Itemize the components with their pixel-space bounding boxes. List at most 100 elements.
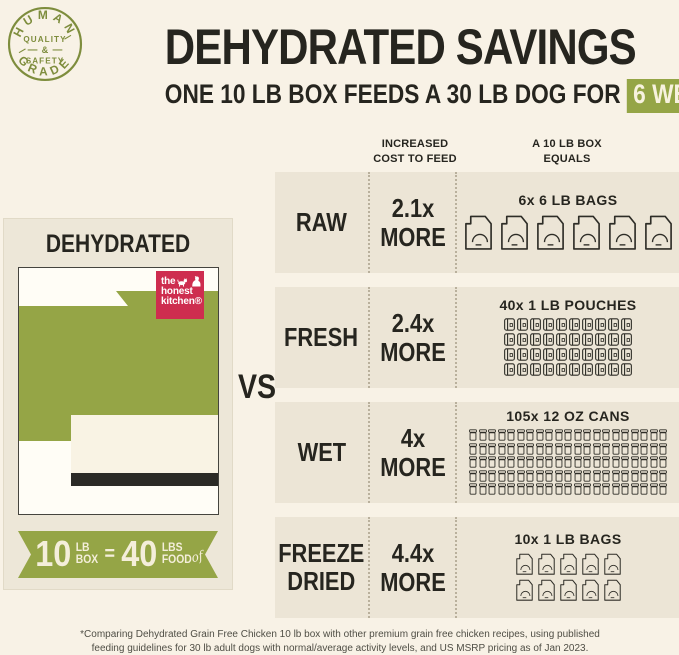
can-icon: [611, 443, 620, 455]
icon-row: [469, 429, 667, 441]
can-icon: [621, 456, 629, 468]
cost-multiplier: 4.4x MORE: [368, 517, 457, 618]
pouch-icon: [517, 363, 528, 376]
pouch-icon: [595, 318, 606, 331]
food-type-label: FREEZE DRIED: [278, 538, 365, 596]
column-header-equals-line2: EQUALS: [543, 152, 591, 165]
can-icon: [659, 483, 667, 495]
dehydrated-panel: DEHYDRATED the: [3, 218, 233, 590]
can-icon: [497, 483, 506, 495]
dehydrated-box-illustration: the: [18, 267, 219, 515]
can-icon: [545, 456, 553, 468]
vs-label: VS: [237, 368, 277, 406]
can-icon: [545, 470, 553, 482]
can-icon: [516, 443, 525, 455]
pouch-icon: [517, 318, 528, 331]
can-icon: [535, 470, 544, 482]
can-icon: [621, 483, 629, 495]
subtitle-text: ONE 10 LB BOX FEEDS A 30 LB DOG FOR: [164, 79, 621, 109]
food-type-label: RAW: [296, 206, 347, 237]
pouch-icon: [582, 348, 593, 361]
pouch-icon: [530, 363, 541, 376]
can-icon: [611, 429, 620, 441]
equivalent-cell: 10x 1 LB BAGS: [457, 517, 679, 618]
can-icon: [507, 470, 515, 482]
can-icon: [488, 429, 496, 441]
ribbon-lbs: LBS: [161, 542, 183, 555]
can-icon: [602, 470, 610, 482]
can-icon: [659, 443, 667, 455]
can-icon: [497, 470, 506, 482]
kibble-bag-icon: [515, 579, 533, 601]
can-icon: [507, 443, 515, 455]
footnote: *Comparing Dehydrated Grain Free Chicken…: [70, 628, 610, 655]
equivalent-label: 40x 1 LB POUCHES: [499, 297, 637, 313]
can-icon: [573, 483, 582, 495]
can-icon: [516, 483, 525, 495]
can-icon: [659, 470, 667, 482]
icon-row: [504, 333, 632, 346]
icon-row: [469, 456, 667, 468]
can-icon: [583, 456, 591, 468]
page-title: DEHYDRATED SAVINGS: [164, 19, 637, 75]
can-icon: [478, 456, 487, 468]
can-icon: [564, 483, 572, 495]
logo-line2: honest: [161, 286, 193, 297]
multiplier-value: 4.4x: [391, 537, 434, 568]
icon-row: [504, 363, 632, 376]
can-icon: [497, 429, 506, 441]
ribbon-lbs-food: LBS FOOD of: [161, 542, 205, 567]
icon-row: [469, 443, 667, 455]
cost-multiplier: 4x MORE: [368, 402, 457, 503]
kibble-bag-icon: [603, 553, 621, 575]
can-icon: [526, 456, 534, 468]
pouch-icon: [582, 333, 593, 346]
can-icon: [488, 470, 496, 482]
pouch-icon: [608, 333, 619, 346]
can-icon: [478, 443, 487, 455]
food-type-label: WET: [297, 436, 346, 467]
can-icon: [545, 443, 553, 455]
can-icon: [583, 470, 591, 482]
can-icon: [478, 470, 487, 482]
can-icon: [516, 429, 525, 441]
ribbon-lb-box: LB BOX: [76, 542, 98, 566]
can-icon: [640, 429, 648, 441]
cost-multiplier: 2.1x MORE: [368, 172, 457, 273]
can-icon: [497, 443, 506, 455]
can-icon: [640, 483, 648, 495]
equivalent-cell: 40x 1 LB POUCHES: [457, 287, 679, 388]
ribbon-content: 10 LB BOX = 40 LBS FOOD of: [35, 536, 205, 572]
equivalent-cell: 105x 12 OZ CANS: [457, 402, 679, 503]
kibble-bag-icon: [603, 579, 621, 601]
can-icon: [602, 483, 610, 495]
pouch-icon: [517, 333, 528, 346]
icon-row: [469, 470, 667, 482]
pouch-icon: [556, 333, 567, 346]
footnote-line1: *Comparing Dehydrated Grain Free Chicken…: [80, 629, 600, 640]
multiplier-suffix: MORE: [379, 566, 446, 597]
icon-row: [515, 578, 622, 601]
can-icon: [478, 483, 487, 495]
comparison-table: RAW 2.1x MORE 6x 6 LB BAGS FRESH 2.4x MORE 40x …: [275, 172, 679, 632]
can-icon: [573, 443, 582, 455]
can-icon: [659, 429, 667, 441]
multiplier-suffix: MORE: [379, 451, 446, 482]
can-icon: [649, 443, 658, 455]
ribbon-food: FOOD: [161, 554, 192, 567]
pouch-icon: [504, 348, 515, 361]
can-icon: [564, 470, 572, 482]
multiplier-value: 2.4x: [391, 307, 434, 338]
can-icon: [469, 443, 477, 455]
can-icon: [526, 470, 534, 482]
column-header-cost: INCREASED COST TO FEED: [350, 137, 480, 167]
column-header-cost-line2: COST TO FEED: [373, 152, 457, 165]
pouch-icon: [504, 363, 515, 376]
can-icon: [545, 429, 553, 441]
can-icon: [507, 429, 515, 441]
pouch-icon: [543, 333, 554, 346]
kibble-bag-icon: [537, 579, 555, 601]
ribbon-equals-sign: =: [104, 542, 116, 565]
can-icon: [469, 456, 477, 468]
kibble-bag-icon: [464, 215, 492, 250]
